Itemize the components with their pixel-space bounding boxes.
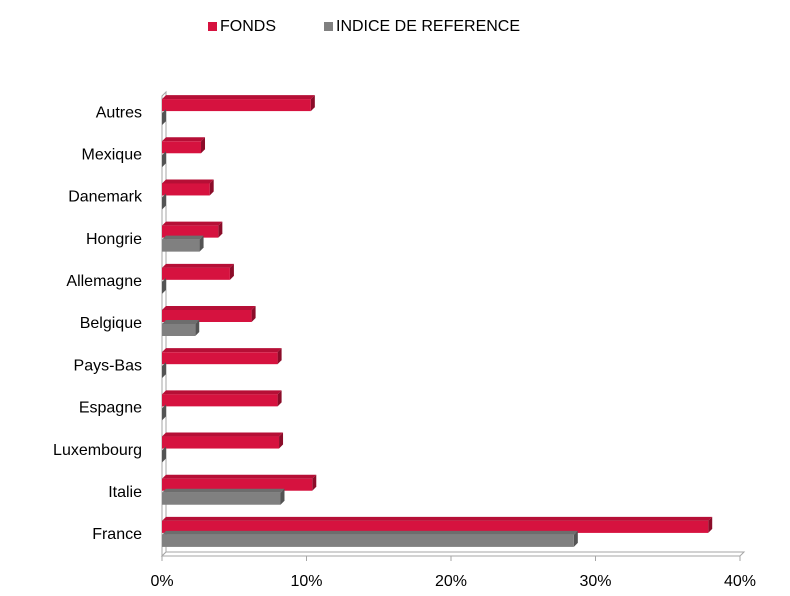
bar [162,516,713,533]
y-tick-label: Mexique [82,146,143,163]
legend-label: FONDS [220,18,276,35]
bar [162,362,166,379]
bar [162,235,204,252]
bar [162,137,206,154]
x-tick-label: 30% [579,573,611,590]
bar [162,474,317,491]
bar [162,263,234,280]
bar [162,221,223,238]
y-tick-label: Danemark [68,189,143,206]
bar [162,193,166,210]
x-tick-label: 0% [150,573,173,590]
x-tick-label: 20% [435,573,467,590]
legend-swatch [208,22,217,31]
bar [162,179,214,196]
bar [162,320,200,336]
bar [162,432,284,449]
axis-floor [160,551,746,557]
bar [162,530,578,547]
y-tick-label: Espagne [79,400,142,417]
bar [162,277,166,294]
y-tick-label: France [92,526,142,543]
x-tick-label: 10% [290,573,322,590]
bar [162,488,285,505]
y-tick-label: Italie [108,484,142,501]
bar [162,109,166,126]
y-tick-label: Pays-Bas [74,357,142,374]
bar [162,348,282,365]
y-tick-label: Autres [96,104,142,121]
legend-swatch [324,22,333,31]
bar [162,95,315,112]
bar [162,404,166,421]
bar [162,446,166,463]
bar [162,390,282,407]
bar [162,306,256,322]
x-tick-label: 40% [724,573,756,590]
legend-label: INDICE DE REFERENCE [336,18,520,35]
y-tick-label: Hongrie [86,231,142,248]
y-tick-label: Allemagne [66,273,142,290]
y-tick-label: Luxembourg [53,442,142,459]
y-tick-label: Belgique [80,315,142,332]
bar [162,151,166,168]
